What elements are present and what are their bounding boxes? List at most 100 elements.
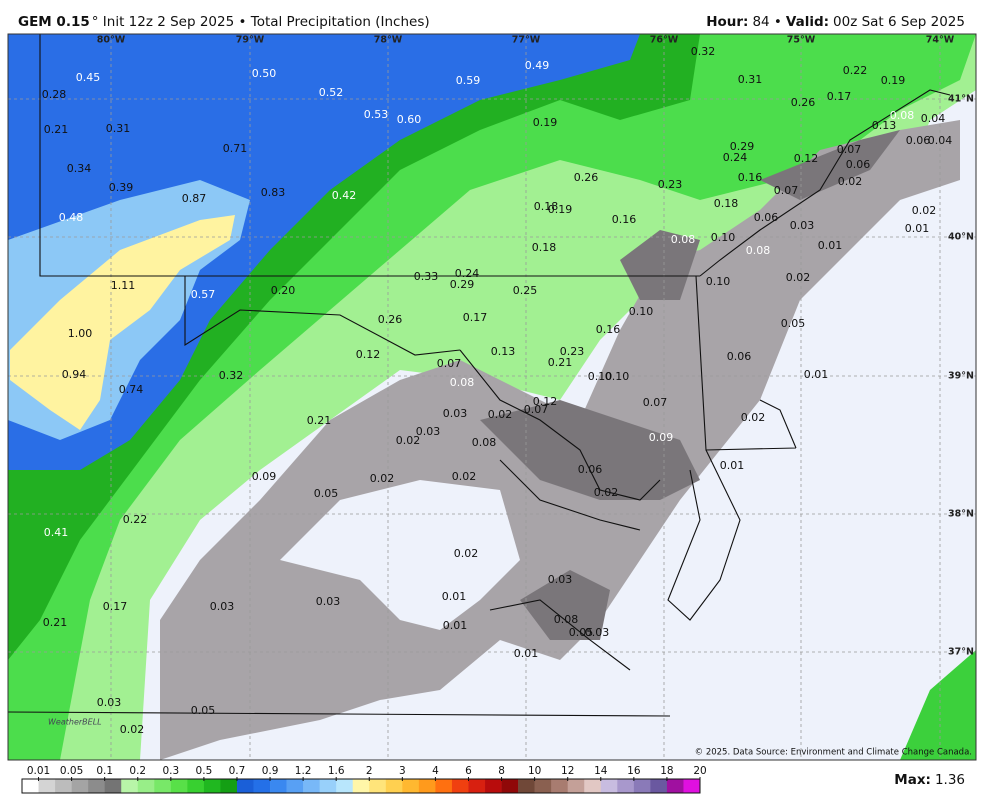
colorbar-swatch (451, 779, 469, 793)
colorbar-swatch (203, 779, 221, 793)
header-title: GEM 0.15 ° Init 12z 2 Sep 2025 • Total Pr… (18, 14, 430, 30)
precip-value: 0.09 (252, 470, 277, 483)
colorbar-swatch (435, 779, 453, 793)
precip-value: 0.05 (314, 487, 339, 500)
precip-value: 0.21 (43, 616, 68, 629)
precip-value: 1.11 (111, 279, 136, 292)
colorbar-swatch (187, 779, 205, 793)
graticule (8, 34, 976, 760)
precip-value: 0.16 (738, 171, 763, 184)
precip-value: 0.31 (738, 73, 763, 86)
colorbar-swatch (418, 779, 436, 793)
valid-label: Valid: (786, 14, 829, 30)
colorbar-swatch (220, 779, 238, 793)
colorbar-swatch (121, 779, 139, 793)
precip-value: 0.02 (452, 470, 477, 483)
colorbar-swatch (650, 779, 668, 793)
precip-value: 0.18 (534, 200, 559, 213)
longitude-label: 80°W (97, 35, 126, 46)
colorbar-label: 0.3 (162, 765, 179, 777)
colorbar-label: 18 (660, 765, 673, 777)
title-text: ° Init 12z 2 Sep 2025 • Total Precipitat… (92, 14, 430, 30)
latitude-label: 41°N (948, 94, 974, 105)
colorbar-swatch (303, 779, 320, 793)
colorbar-swatch (236, 779, 254, 793)
map-frame (7, 33, 977, 761)
colorbar-label: 2 (366, 765, 373, 777)
colorbar-label: 20 (693, 765, 706, 777)
precip-value: 0.01 (905, 222, 930, 235)
colorbar-label: 14 (594, 765, 608, 777)
precip-value: 0.12 (356, 348, 381, 361)
precip-value: 0.03 (548, 573, 573, 586)
precip-value: 0.06 (727, 350, 752, 363)
precip-value: 0.02 (786, 271, 811, 284)
precip-value: 0.12 (794, 152, 819, 165)
precip-value: 0.08 (890, 109, 915, 122)
precip-value: 0.02 (741, 411, 766, 424)
precip-value: 0.18 (714, 197, 739, 210)
precip-value: 0.23 (560, 345, 585, 358)
precip-value: 0.16 (596, 323, 621, 336)
precip-value: 0.06 (906, 134, 931, 147)
precip-value: 0.10 (629, 305, 654, 318)
precip-value: 0.26 (791, 96, 816, 109)
precip-value: 0.05 (191, 704, 216, 717)
colorbar-swatch (319, 779, 337, 793)
colorbar-swatch (567, 779, 585, 793)
colorbar-label: 1.2 (295, 765, 312, 777)
borders (8, 34, 951, 717)
precip-value: 0.17 (103, 600, 128, 613)
precip-value: 0.07 (837, 143, 862, 156)
latitude-label: 39°N (948, 371, 974, 382)
precip-value: 0.05 (781, 317, 806, 330)
geo-labels: 80°W 79°W 78°W 77°W 76°W 75°W 74°W 41°N 40°N 39°N… (97, 35, 974, 658)
precip-value: 0.13 (872, 119, 897, 132)
colorbar-swatch (154, 779, 172, 793)
colorbar-label: 0.1 (96, 765, 113, 777)
precip-value: 0.08 (671, 233, 696, 246)
header-valid: Hour: 84 • Valid: 00z Sat 6 Sep 2025 (706, 14, 965, 30)
colorbar-swatch (38, 779, 56, 793)
max-value: 1.36 (935, 772, 965, 788)
precip-value: 0.83 (261, 186, 286, 199)
map-fill (8, 34, 976, 760)
precip-value: 0.59 (456, 74, 481, 87)
shade-yellow (10, 215, 235, 430)
precip-value: 0.57 (191, 288, 216, 301)
precip-value: 0.02 (488, 408, 513, 421)
precip-value: 0.03 (790, 219, 815, 232)
precip-value: 0.02 (396, 434, 421, 447)
precip-value: 0.19 (881, 74, 906, 87)
precip-value: 0.21 (44, 123, 69, 136)
precip-value: 0.26 (378, 313, 403, 326)
precip-value: 0.10 (711, 231, 736, 244)
colorbar-label: 0.5 (196, 765, 213, 777)
colorbar-label: 16 (627, 765, 641, 777)
colorbar-swatch (22, 779, 39, 793)
colorbar-swatch (501, 779, 519, 793)
valid-value: 00z Sat 6 Sep 2025 (833, 14, 965, 30)
precip-value: 0.20 (271, 284, 296, 297)
precip-value: 0.33 (414, 270, 439, 283)
precip-value: 0.26 (574, 171, 599, 184)
colorbar-swatch (336, 779, 354, 793)
precip-value: 0.34 (67, 162, 92, 175)
colorbar-label: 12 (561, 765, 574, 777)
shade-corner-green (900, 650, 976, 760)
precip-value: 0.06 (846, 158, 871, 171)
precip-value: 0.07 (437, 357, 462, 370)
precip-value: 0.07 (774, 184, 799, 197)
colorbar-swatch (518, 779, 535, 793)
precip-value: 0.39 (109, 181, 134, 194)
precip-value: 0.02 (838, 175, 863, 188)
colorbar-swatch (485, 779, 502, 793)
precip-value: 0.03 (210, 600, 235, 613)
precip-value: 0.07 (643, 396, 668, 409)
max-info: Max: 1.36 (894, 772, 965, 788)
precip-value: 0.03 (443, 407, 468, 420)
precip-value: 0.31 (106, 122, 131, 135)
max-label: Max: (894, 772, 931, 788)
precip-value: 0.45 (76, 71, 101, 84)
